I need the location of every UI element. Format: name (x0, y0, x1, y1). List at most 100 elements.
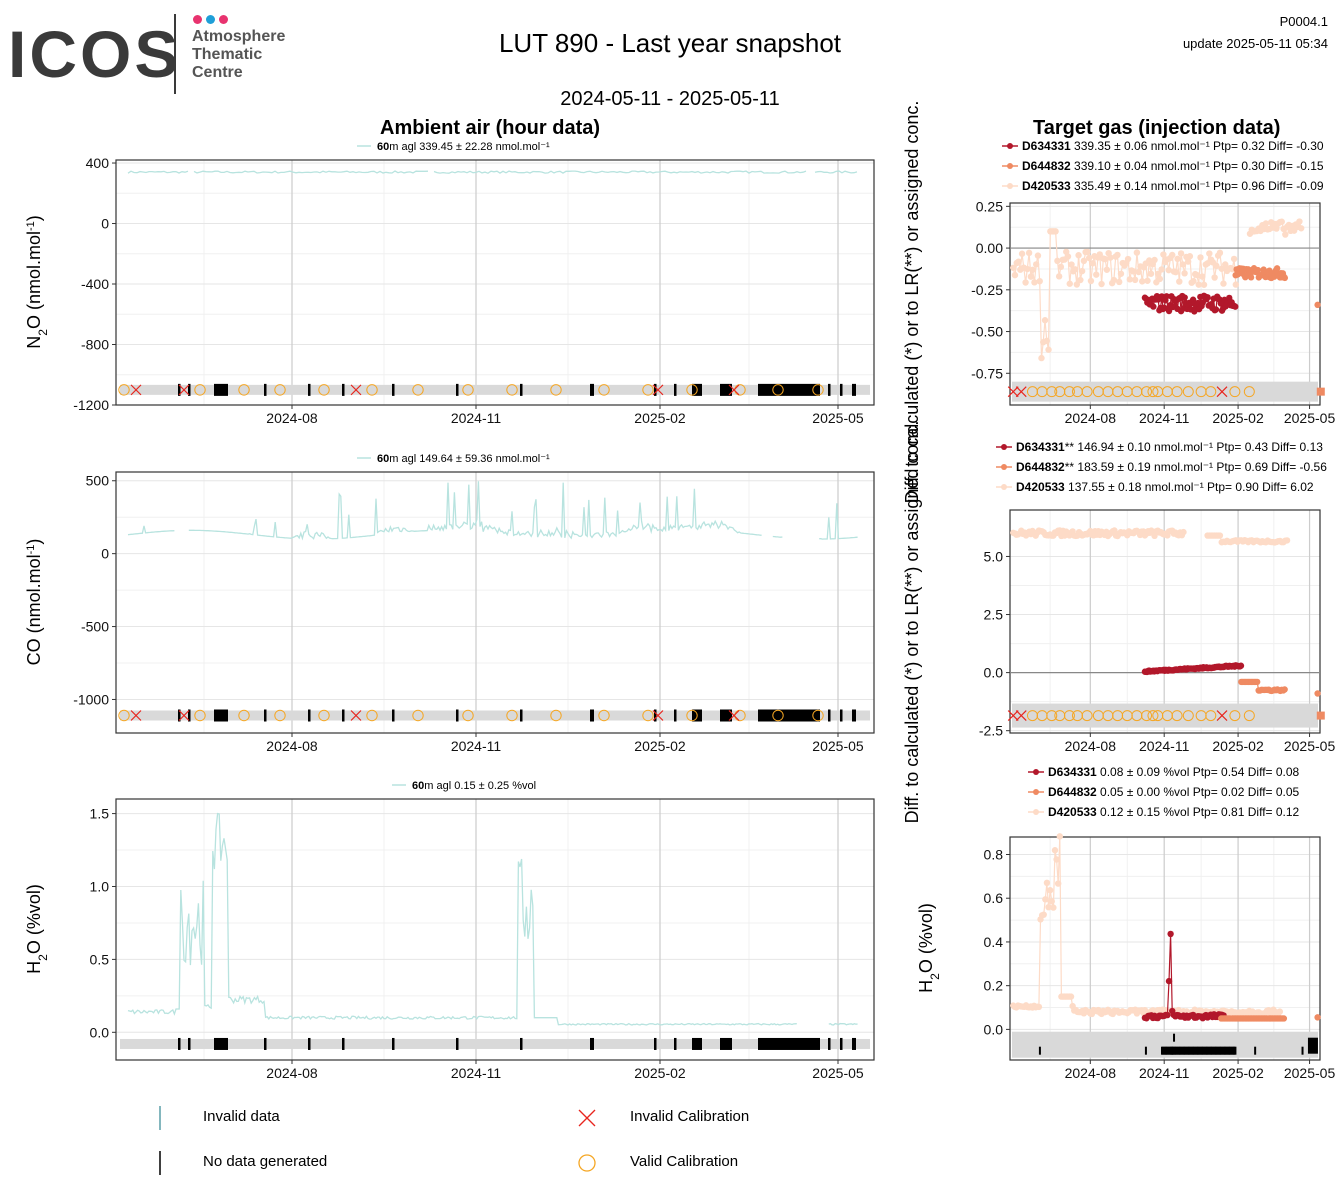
x-tick-label: 2024-08 (266, 738, 318, 754)
legend-swatch-dot (1033, 809, 1039, 815)
d420533-point (1110, 276, 1118, 284)
d420533-point (1138, 278, 1146, 285)
y-tick-label: 0.00 (976, 240, 1003, 256)
no-data-mark (1184, 1046, 1187, 1055)
d420533-point (1186, 253, 1194, 260)
d420533-point (1057, 263, 1065, 271)
invalid-calibration-mark (130, 384, 142, 396)
invalid-calibration-mark (728, 710, 740, 721)
d420533-point (1262, 220, 1270, 227)
valid-calibration-mark (1229, 386, 1241, 398)
x-tick-label: 2025-05 (1284, 738, 1336, 754)
no-data-mark (1169, 1046, 1173, 1055)
d644832-point (1253, 678, 1261, 686)
valid-calibration-mark (1063, 386, 1075, 398)
no-data-mark (1202, 1046, 1205, 1055)
valid-calibration-mark (642, 709, 654, 722)
d420533-point (1169, 251, 1176, 259)
no-data-mark (342, 383, 345, 396)
x-tick-label: 2025-05 (812, 410, 864, 426)
d420533-point (1035, 1003, 1043, 1011)
no-data-mark (590, 709, 594, 722)
d420533-point (1111, 527, 1118, 534)
d644832-point (1314, 690, 1321, 697)
no-data-mark (308, 1037, 311, 1050)
d420533-point (1177, 250, 1185, 257)
ambient-series-line (127, 481, 858, 541)
ambient-h2o-panel: 1.5 1.0 0.5 0.0 2024-08 2024-11 2025-02 2025-05… (90, 780, 875, 1081)
valid-calibration-mark (1182, 710, 1194, 722)
d420533-point (1103, 266, 1111, 273)
invalid-calibration-mark (350, 710, 362, 721)
target-h2o-panel: 0.8 0.6 0.4 0.2 0.0 2024-08 2024-11 2025-02 2025… (984, 833, 1335, 1081)
valid-calibration-mark (1046, 710, 1058, 722)
no-data-mark (214, 1037, 228, 1050)
d420533-point (1025, 249, 1033, 257)
d420533-point (1165, 266, 1172, 274)
no-data-mark (188, 709, 191, 722)
d634331-point (1150, 303, 1157, 310)
y-tick-label: -1000 (73, 691, 109, 707)
d420533-point (1124, 255, 1132, 263)
d420533-point (1101, 255, 1109, 263)
no-data-mark (1203, 1046, 1206, 1055)
plot-background (116, 160, 874, 405)
y-axis-label: CO (nmol.mol-1) (24, 539, 44, 666)
valid-calibration-mark (642, 384, 654, 396)
d420533-point (1087, 277, 1095, 285)
d420533-point (1043, 879, 1051, 887)
d420533-point (1298, 225, 1305, 232)
d420533-point (1174, 255, 1181, 263)
no-data-mark (1307, 1037, 1318, 1054)
d634331-point (1167, 930, 1174, 938)
d420533-point (1200, 281, 1208, 288)
icos-logo-text: ICOS (8, 17, 182, 91)
d420533-point (1052, 228, 1059, 235)
no-data-mark (188, 1037, 191, 1050)
no-data-mark (1196, 1046, 1200, 1055)
valid-calibration-mark (506, 384, 518, 396)
d420533-point (1096, 251, 1103, 258)
no-data-mark (1163, 1046, 1166, 1055)
y-tick-label: 500 (86, 473, 110, 489)
ambient-series-line (127, 812, 858, 1026)
d420533-point (1135, 268, 1142, 276)
logo-sub-line: Thematic (192, 46, 263, 63)
d420533-point (1011, 271, 1019, 279)
valid-calibration-mark (1171, 710, 1183, 722)
series-legend-text: D644832 0.05 ± 0.00 %vol Ptp= 0.02 Diff=… (1048, 785, 1300, 799)
no-data-mark (674, 709, 677, 722)
d420533-point (1071, 266, 1079, 273)
valid-calibration-mark (118, 709, 130, 722)
d420533-point (1144, 277, 1151, 284)
valid-calibration-mark (238, 709, 250, 722)
no-data-mark (1166, 1046, 1169, 1055)
x-tick-label: 2024-08 (1065, 738, 1117, 754)
x-tick-label: 2024-11 (1139, 738, 1190, 754)
ambient-co-panel: 500 0 -500 -1000 2024-08 2024-11 2025-02 2025-0… (73, 453, 875, 754)
valid-calibration-mark (598, 709, 610, 722)
d644832-point (1280, 1015, 1288, 1022)
valid-calibration-mark (1147, 386, 1159, 398)
d420533-point (1045, 346, 1052, 353)
y-tick-label: -0.50 (971, 324, 1003, 340)
x-tick-label: 2024-11 (1139, 410, 1190, 426)
no-data-mark (852, 709, 856, 722)
d634331-point (1164, 1011, 1171, 1019)
d420533-point (1107, 254, 1114, 261)
d420533-point (1067, 993, 1075, 1000)
no-data-mark (1186, 1046, 1189, 1055)
no-data-mark (1223, 1046, 1227, 1055)
no-data-mark (342, 709, 345, 722)
no-data-mark (264, 709, 267, 722)
invalid-calibration-mark (652, 710, 664, 721)
d420533-point (1038, 354, 1045, 362)
y-tick-label: -400 (81, 276, 109, 292)
invalid-calibration-mark (178, 710, 190, 721)
y-tick-label: 0.0 (984, 665, 1004, 681)
d420533-point (1276, 1008, 1284, 1015)
d634331-point (1189, 296, 1197, 303)
no-data-mark (1220, 1046, 1223, 1055)
y-tick-label: -800 (81, 337, 109, 353)
d420533-point (1050, 904, 1057, 911)
